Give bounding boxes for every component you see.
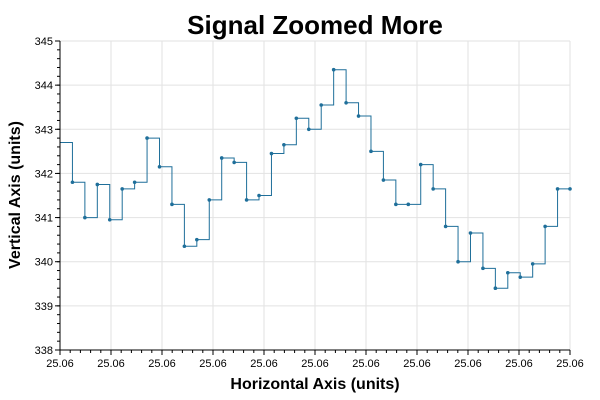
data-point	[157, 165, 162, 169]
x-tick-label: 25.06	[454, 358, 482, 370]
data-point	[506, 270, 510, 275]
x-tick-label: 25.06	[97, 358, 125, 370]
data-point	[282, 142, 286, 147]
data-point	[468, 231, 473, 235]
data-point	[456, 259, 460, 264]
x-tick-label: 25.06	[556, 358, 584, 370]
data-point	[182, 244, 187, 249]
y-tick-label: 345	[35, 36, 53, 48]
data-point	[195, 237, 199, 242]
data-point	[257, 193, 261, 198]
data-point	[331, 67, 336, 72]
chart-title: Signal Zoomed More	[187, 10, 443, 40]
y-tick-label: 340	[35, 257, 53, 269]
data-point	[170, 202, 174, 207]
x-tick-label: 25.06	[301, 358, 329, 370]
series-layer	[60, 67, 572, 291]
x-tick-label: 25.06	[250, 358, 278, 370]
data-point	[356, 114, 361, 118]
y-tick-label: 344	[35, 80, 53, 92]
data-point	[394, 202, 398, 207]
axes: 338 339 340 341 342 343 344 345 25.06 25.06 25.06 2…	[35, 36, 584, 370]
data-point	[530, 262, 535, 266]
data-point	[555, 187, 560, 191]
data-point	[418, 162, 423, 167]
data-point	[481, 266, 485, 271]
data-point	[107, 217, 112, 222]
data-point	[83, 215, 87, 220]
data-point	[219, 156, 224, 160]
y-tick-label: 341	[35, 213, 53, 225]
data-point	[443, 224, 448, 229]
data-point	[431, 187, 435, 191]
x-axis-label: Horizontal Axis (units)	[230, 376, 399, 393]
data-point	[145, 136, 149, 140]
data-point	[269, 151, 274, 156]
data-point	[381, 178, 386, 182]
x-tick-label: 25.06	[352, 358, 380, 370]
data-point	[344, 101, 348, 105]
data-point	[369, 149, 373, 154]
y-tick-label: 339	[35, 301, 53, 313]
x-tick-label: 25.06	[505, 358, 533, 370]
data-point	[70, 180, 75, 185]
data-point	[95, 182, 100, 187]
data-point	[406, 202, 411, 207]
y-tick-label: 338	[35, 345, 53, 357]
x-tick-label: 25.06	[199, 358, 227, 370]
data-point	[244, 198, 249, 202]
data-point	[294, 116, 299, 121]
grid	[59, 40, 571, 351]
data-point	[319, 103, 324, 107]
data-point	[493, 286, 498, 291]
y-axis-label: Vertical Axis (units)	[7, 121, 24, 269]
x-tick-label: 25.06	[403, 358, 431, 370]
x-tick-label: 25.06	[46, 358, 74, 370]
data-point	[132, 180, 137, 185]
x-tick-label: 25.06	[148, 358, 176, 370]
data-point	[207, 198, 212, 202]
data-point	[518, 275, 523, 279]
data-point	[306, 127, 311, 132]
data-point	[568, 187, 572, 191]
y-tick-label: 342	[35, 168, 53, 180]
data-point	[120, 187, 124, 191]
data-point	[543, 224, 547, 229]
y-tick-label: 343	[35, 124, 53, 136]
data-point	[232, 160, 236, 165]
